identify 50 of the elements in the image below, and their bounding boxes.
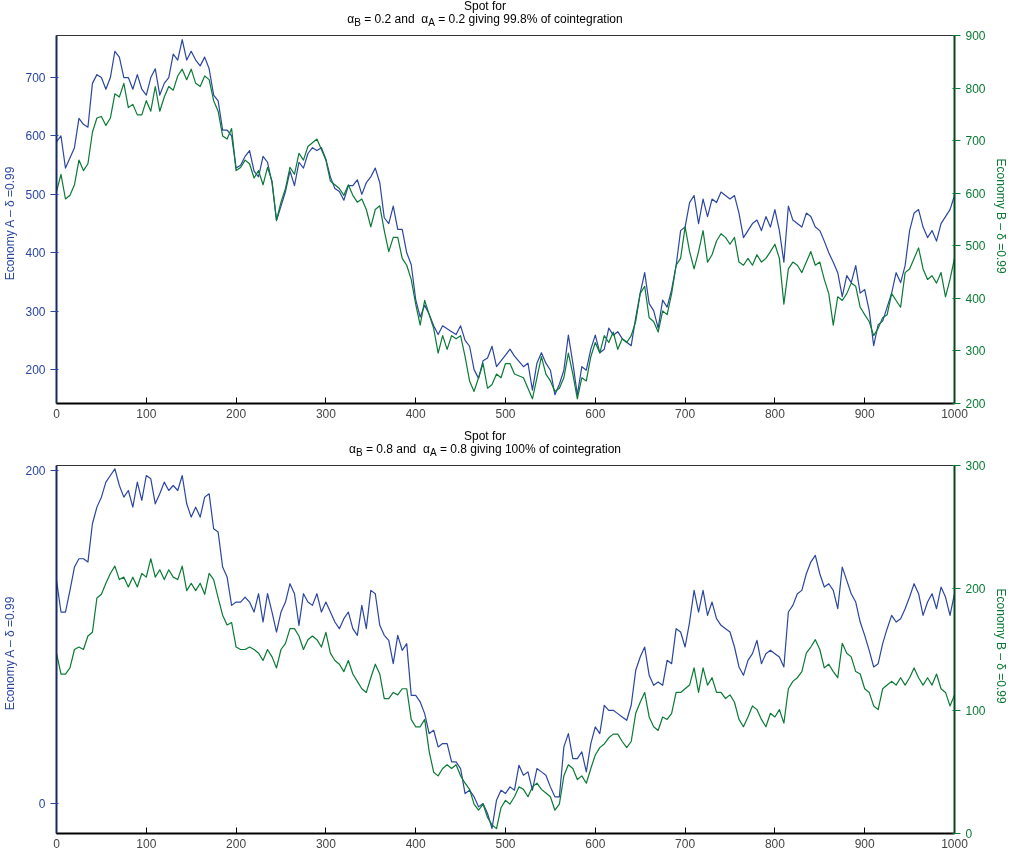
x-tick-label: 900 [854, 836, 876, 851]
y-tick-label: 200 [25, 464, 46, 478]
y-tick-label: 0 [38, 797, 46, 812]
x-tick-label: 500 [495, 836, 516, 851]
y-axis-title: Economy A – δ =0.99 [3, 166, 18, 281]
x-tick-label: 100 [136, 406, 157, 421]
y-tick-label: 300 [25, 304, 46, 319]
x-tick-label: 400 [405, 836, 427, 851]
y2-tick-label: 800 [965, 81, 986, 96]
chart-subtitle: α$_{B}$ = 0.8 and α$_{A}$ = 0.8 giving 100% of cointegration [348, 442, 622, 459]
y2-axis-title: Economy B – δ =0.99 [993, 588, 1008, 705]
chart-title: Spot for [463, 0, 507, 13]
x-tick-label: 200 [226, 836, 247, 851]
x-tick-label: 200 [226, 406, 247, 421]
x-tick-label: 800 [764, 836, 786, 851]
y2-tick-label: 600 [965, 186, 986, 201]
chart-title: Spot for [463, 429, 507, 443]
line-series [56, 468, 955, 830]
y-tick-label: 500 [25, 187, 46, 202]
x-tick-label: 800 [764, 406, 786, 421]
y2-tick-label: 200 [965, 397, 986, 411]
x-tick-label: 300 [315, 406, 337, 421]
y-tick-label: 400 [25, 246, 46, 261]
x-tick-label: 600 [585, 406, 606, 421]
y2-tick-label: 900 [965, 29, 986, 43]
x-tick-label: 300 [315, 836, 337, 851]
x-tick-label: 400 [405, 406, 427, 421]
x-tick-label: 700 [675, 406, 696, 421]
chart-subtitle: α$_{B}$ = 0.2 and α$_{A}$ = 0.2 giving 99.8% of cointegration [347, 12, 623, 29]
y2-axis-title: Economy B – δ =0.99 [993, 158, 1008, 275]
y2-tick-label: 200 [965, 581, 986, 596]
x-tick-label: 0 [53, 836, 61, 851]
x-tick-label: 500 [495, 406, 516, 421]
y2-tick-label: 400 [965, 291, 986, 306]
y-axis-title: Economy A – δ =0.99 [3, 596, 18, 711]
x-tick-label: 100 [136, 836, 157, 851]
y2-tick-label: 300 [965, 344, 986, 359]
y2-tick-label: 700 [965, 134, 986, 149]
y2-tick-label: 300 [965, 459, 986, 473]
x-tick-label: 700 [675, 836, 696, 851]
y-tick-label: 200 [25, 363, 46, 378]
line-series [56, 558, 955, 830]
y2-tick-label: 0 [965, 827, 973, 841]
y-tick-label: 600 [25, 129, 46, 144]
x-tick-label: 900 [854, 406, 876, 421]
y2-tick-label: 500 [965, 239, 986, 254]
y2-tick-label: 100 [965, 704, 986, 719]
x-tick-label: 600 [585, 836, 606, 851]
x-tick-label: 0 [53, 406, 61, 421]
y-tick-label: 700 [25, 71, 46, 86]
